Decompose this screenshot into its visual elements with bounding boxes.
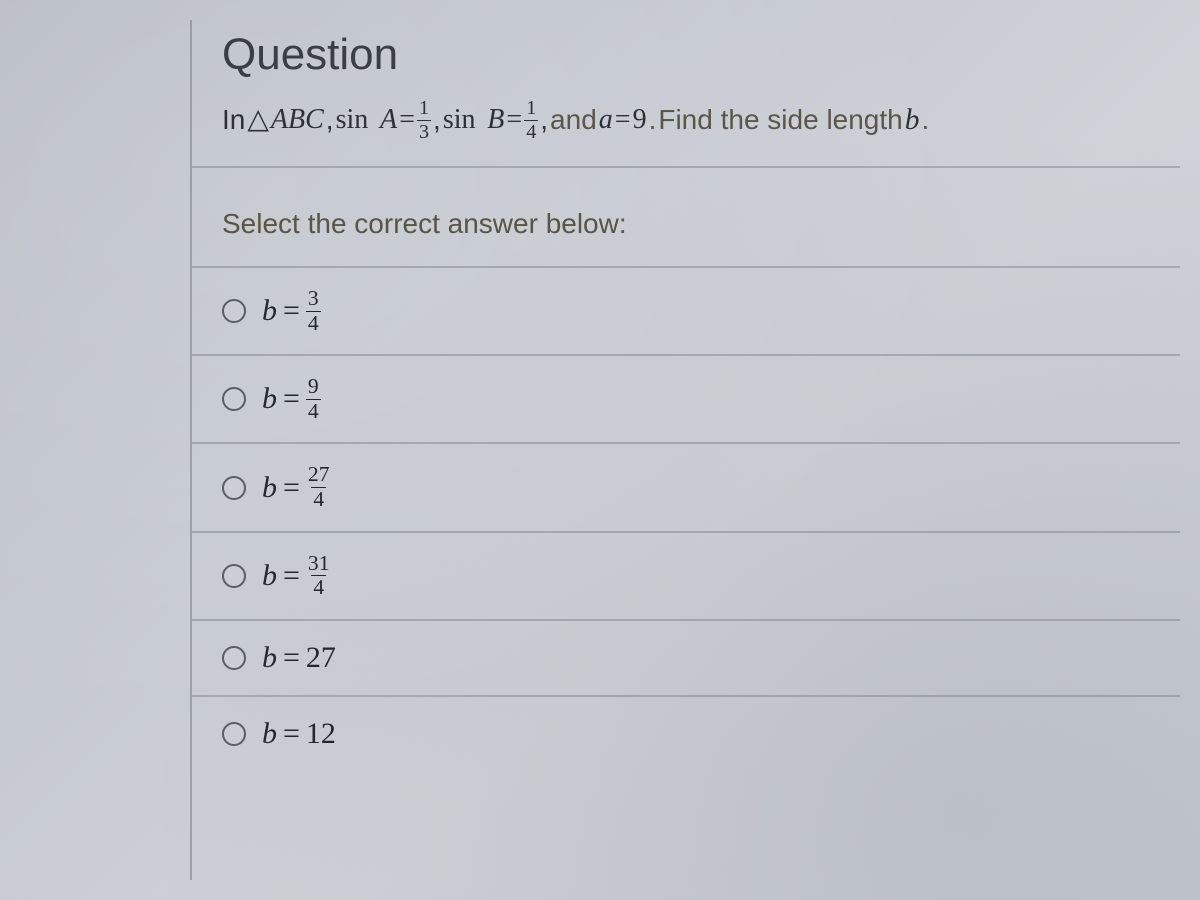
var-a-lower: a [599, 99, 613, 141]
triangle-symbol: △ [247, 99, 269, 141]
option-num: 27 [306, 464, 332, 487]
equals: = [615, 99, 631, 141]
option-expression: b = 27 [262, 641, 336, 675]
answer-option-3[interactable]: b = 27 4 [192, 444, 1180, 532]
equals: = [283, 294, 300, 328]
option-fraction: 31 4 [306, 553, 332, 599]
sin-b-num: 1 [524, 98, 538, 119]
sin-b-fraction: 1 4 [524, 98, 538, 141]
option-expression: b = 3 4 [262, 288, 321, 334]
option-fraction: 27 4 [306, 464, 332, 510]
option-den: 4 [306, 399, 321, 423]
radio-icon[interactable] [222, 387, 246, 411]
answer-option-5[interactable]: b = 27 [192, 621, 1180, 697]
lhs-var: b [262, 294, 277, 328]
comma: , [433, 99, 441, 141]
option-num: 9 [306, 376, 321, 399]
option-fraction: 9 4 [306, 376, 321, 422]
lhs-var: b [262, 471, 277, 505]
radio-icon[interactable] [222, 722, 246, 746]
lhs-var: b [262, 717, 277, 751]
instruction-text: Select the correct answer below: [222, 208, 627, 240]
answer-option-4[interactable]: b = 31 4 [192, 533, 1180, 621]
radio-icon[interactable] [222, 564, 246, 588]
and-text: and [550, 99, 597, 141]
var-b-upper: B [487, 99, 504, 141]
option-value: 12 [306, 717, 336, 751]
answer-option-2[interactable]: b = 9 4 [192, 356, 1180, 444]
lhs-var: b [262, 382, 277, 416]
comma: , [326, 99, 334, 141]
equals: = [283, 641, 300, 675]
question-prompt: In △ ABC , sin A = 1 3 , sin B = 1 4 , a… [222, 98, 929, 142]
equals: = [283, 559, 300, 593]
sin-a-num: 1 [417, 98, 431, 119]
lhs-var: b [262, 559, 277, 593]
triangle-label: ABC [271, 99, 324, 141]
radio-icon[interactable] [222, 476, 246, 500]
radio-icon[interactable] [222, 646, 246, 670]
var-a-upper: A [380, 99, 397, 141]
option-expression: b = 9 4 [262, 376, 321, 422]
comma: , [540, 99, 548, 141]
equals: = [399, 99, 415, 141]
sin-b-den: 4 [524, 120, 538, 142]
option-value: 27 [306, 641, 336, 675]
equals: = [283, 382, 300, 416]
instruction-row: Select the correct answer below: [192, 168, 1180, 268]
tail-text: Find the side length [658, 99, 902, 141]
option-num: 3 [306, 288, 321, 311]
question-heading: Question [222, 30, 398, 80]
equals: = [283, 471, 300, 505]
sin-a-den: 3 [417, 120, 431, 142]
tail-period: . [921, 99, 929, 141]
option-num: 31 [306, 553, 332, 576]
option-den: 4 [311, 487, 326, 511]
equals: = [506, 99, 522, 141]
var-b-lower: b [905, 98, 920, 142]
option-expression: b = 27 4 [262, 464, 332, 510]
equals: = [283, 717, 300, 751]
lhs-var: b [262, 641, 277, 675]
sin-label-b: sin [443, 99, 476, 141]
question-header: Question In △ ABC , sin A = 1 3 , sin B … [192, 20, 1180, 168]
option-den: 4 [311, 575, 326, 599]
option-expression: b = 12 [262, 717, 336, 751]
period: . [649, 99, 657, 141]
answer-option-6[interactable]: b = 12 [192, 697, 1180, 771]
question-card: Question In △ ABC , sin A = 1 3 , sin B … [190, 20, 1180, 880]
option-expression: b = 31 4 [262, 553, 332, 599]
prompt-prefix: In [222, 99, 245, 141]
sin-a-fraction: 1 3 [417, 98, 431, 141]
sin-label-a: sin [336, 99, 369, 141]
option-fraction: 3 4 [306, 288, 321, 334]
a-value: 9 [633, 99, 647, 141]
radio-icon[interactable] [222, 299, 246, 323]
answer-option-1[interactable]: b = 3 4 [192, 268, 1180, 356]
option-den: 4 [306, 311, 321, 335]
